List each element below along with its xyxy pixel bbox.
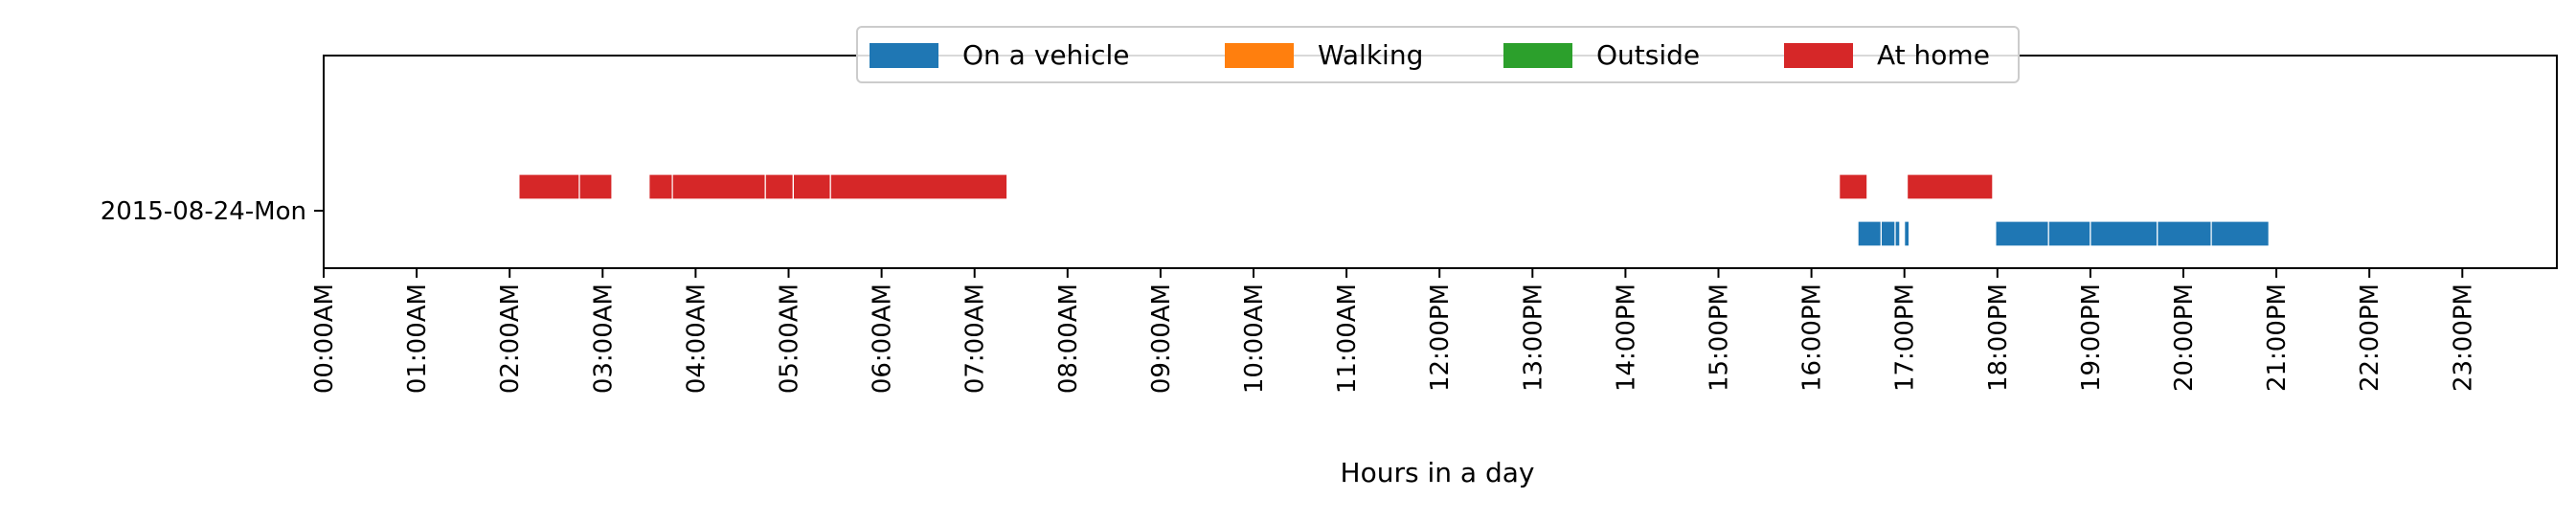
x-tick-label: 08:00AM xyxy=(1054,284,1083,394)
legend-swatch xyxy=(870,43,938,68)
x-tick-label: 05:00AM xyxy=(776,284,804,394)
bar-at-home-7 xyxy=(1839,173,1868,200)
bar-at-home-0 xyxy=(518,173,580,200)
x-tick-label: 07:00AM xyxy=(961,284,990,394)
bar-on-a-vehicle-6 xyxy=(2090,220,2158,247)
y-axis: 2015-08-24-Mon xyxy=(101,197,324,226)
legend-label: On a vehicle xyxy=(962,39,1129,71)
x-tick-label: 13:00PM xyxy=(1519,284,1548,392)
x-tick-label: 21:00PM xyxy=(2263,284,2292,392)
x-tick-label: 00:00AM xyxy=(310,284,339,394)
x-tick-label: 09:00AM xyxy=(1147,284,1176,394)
bar-on-a-vehicle-4 xyxy=(1995,220,2049,247)
bar-on-a-vehicle-8 xyxy=(2210,220,2270,247)
bar-on-a-vehicle-3 xyxy=(1904,220,1910,247)
bar-on-a-vehicle-5 xyxy=(2047,220,2091,247)
bar-on-a-vehicle-1 xyxy=(1880,220,1896,247)
x-tick-label: 04:00AM xyxy=(682,284,711,394)
legend-label: Walking xyxy=(1318,39,1423,71)
x-tick-label: 22:00PM xyxy=(2356,284,2384,392)
bar-at-home-3 xyxy=(671,173,766,200)
legend-swatch xyxy=(1503,43,1572,68)
legend-frame xyxy=(856,26,2020,83)
x-tick-label: 20:00PM xyxy=(2170,284,2199,392)
x-tick-label: 03:00AM xyxy=(589,284,618,394)
x-tick-label: 15:00PM xyxy=(1706,284,1734,392)
legend-swatch xyxy=(1784,43,1853,68)
legend-item-outside: Outside xyxy=(1503,39,1700,71)
bar-at-home-5 xyxy=(792,173,831,200)
x-tick-label: 16:00PM xyxy=(1798,284,1827,392)
bar-on-a-vehicle-7 xyxy=(2157,220,2212,247)
x-axis: 00:00AM 01:00AM 02:00AM 03:00AM 04:00AM 05:00… xyxy=(310,268,2477,394)
y-tick-label: 2015-08-24-Mon xyxy=(101,197,306,226)
x-tick-label: 14:00PM xyxy=(1612,284,1640,392)
bars-layer xyxy=(518,173,2270,247)
legend-item-at-home: At home xyxy=(1784,39,1990,71)
x-tick-label: 12:00PM xyxy=(1426,284,1455,392)
x-tick-label: 18:00PM xyxy=(1984,284,2013,392)
x-tick-label: 19:00PM xyxy=(2077,284,2106,392)
legend-items: On a vehicle Walking Outside At home xyxy=(870,39,1990,71)
bar-at-home-6 xyxy=(829,173,1008,200)
x-tick-label: 10:00AM xyxy=(1240,284,1269,394)
x-tick-label: 01:00AM xyxy=(403,284,432,394)
x-axis-label: Hours in a day xyxy=(1341,457,1535,488)
legend-label: Outside xyxy=(1596,39,1700,71)
legend: On a vehicle Walking Outside At home xyxy=(856,26,2020,83)
legend-swatch xyxy=(1225,43,1294,68)
legend-item-walking: Walking xyxy=(1225,39,1423,71)
bar-at-home-8 xyxy=(1906,173,1994,200)
bar-on-a-vehicle-2 xyxy=(1894,220,1901,247)
bar-on-a-vehicle-0 xyxy=(1857,220,1882,247)
x-tick-label: 17:00PM xyxy=(1891,284,1920,392)
bar-at-home-4 xyxy=(764,173,794,200)
bar-at-home-1 xyxy=(578,173,613,200)
legend-item-on-a-vehicle: On a vehicle xyxy=(870,39,1129,71)
x-tick-label: 11:00AM xyxy=(1333,284,1362,394)
x-tick-label: 23:00PM xyxy=(2449,284,2477,392)
bar-at-home-2 xyxy=(648,173,673,200)
x-tick-label: 06:00AM xyxy=(869,284,897,394)
legend-label: At home xyxy=(1877,39,1990,71)
x-tick-label: 02:00AM xyxy=(496,284,525,394)
